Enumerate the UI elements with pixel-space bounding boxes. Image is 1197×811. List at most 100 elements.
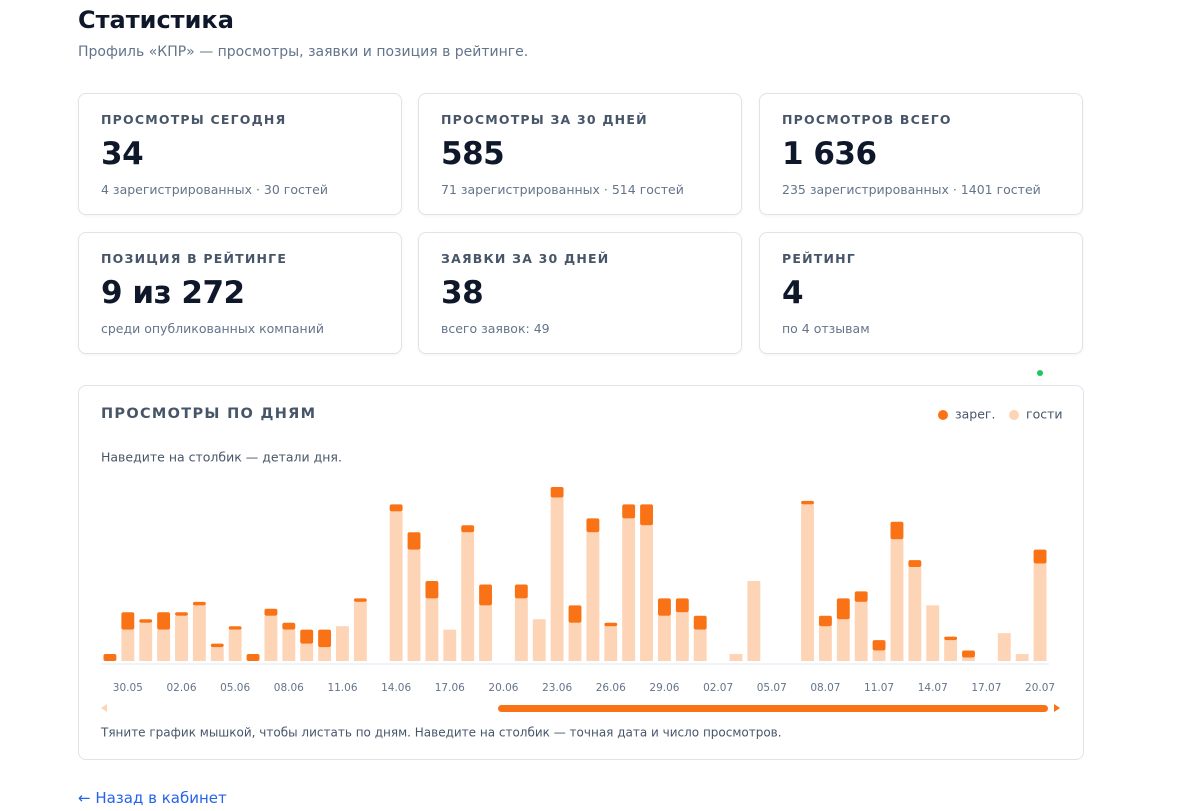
- card-value: 9 из 272: [101, 275, 245, 311]
- bar-segment: [336, 626, 349, 661]
- bar-segment: [407, 532, 421, 550]
- legend-label: гости: [1026, 407, 1063, 422]
- back-link[interactable]: ← Назад в кабинет: [78, 789, 227, 807]
- card-value: 585: [441, 136, 505, 172]
- stat-card: ПОЗИЦИЯ В РЕЙТИНГЕ 9 из 272 среди опублико…: [78, 232, 402, 354]
- bar-segment: [121, 612, 135, 630]
- bar-segment: [264, 615, 278, 661]
- bar-segment: [926, 605, 940, 661]
- bar-segment: [908, 567, 922, 661]
- bar-segment: [640, 525, 653, 661]
- card-label: ПРОСМОТРЫ ЗА 30 ДНЕЙ: [441, 112, 648, 127]
- x-tick-label: 20.07: [1025, 682, 1055, 694]
- bar-segment: [550, 497, 564, 661]
- card-label: ПОЗИЦИЯ В РЕЙТИНГЕ: [101, 251, 288, 266]
- bar-segment: [801, 504, 814, 661]
- bar-segment: [818, 615, 832, 627]
- stat-card: РЕЙТИНГ 4 по 4 отзывам: [759, 232, 1083, 354]
- bar-segment: [1033, 563, 1047, 661]
- bar-segment: [854, 591, 868, 602]
- bar-segment: [729, 654, 743, 661]
- bar-segment: [836, 598, 850, 620]
- stat-card: ПРОСМОТРОВ ВСЕГО 1 636 235 зарегистрирован…: [759, 93, 1083, 215]
- bar-segment: [747, 580, 761, 661]
- bar-segment: [228, 629, 242, 661]
- card-value: 1 636: [782, 136, 877, 172]
- card-value: 4: [782, 275, 804, 311]
- bar-segment: [908, 560, 922, 568]
- bar-segment: [675, 598, 689, 613]
- bar-segment: [157, 612, 171, 630]
- x-tick-label: 30.05: [113, 682, 143, 694]
- bar-segment: [479, 605, 493, 661]
- bar-segment: [282, 622, 296, 630]
- x-tick-label: 08.07: [810, 682, 840, 694]
- bar-segment: [622, 504, 636, 519]
- x-tick-label: 23.06: [542, 682, 572, 694]
- bar-segment: [550, 487, 564, 498]
- bar-segment: [568, 605, 582, 623]
- bar-segment: [246, 654, 260, 661]
- bar-segment: [425, 598, 439, 661]
- bar-segment: [139, 619, 153, 623]
- x-tick-label: 11.07: [864, 682, 894, 694]
- bar-segment: [282, 629, 296, 661]
- chart-title: ПРОСМОТРЫ ПО ДНЯМ: [101, 406, 316, 422]
- legend-swatch: [1009, 410, 1019, 420]
- bar-segment: [890, 521, 904, 540]
- bar-segment: [836, 619, 850, 661]
- bar-segment: [300, 629, 314, 644]
- x-tick-label: 05.06: [220, 682, 250, 694]
- bar-segment: [962, 657, 975, 661]
- card-sub: 4 зарегистрированных · 30 гостей: [101, 182, 328, 197]
- bar-segment: [175, 615, 188, 661]
- bar-segment: [461, 525, 475, 533]
- bar-segment: [443, 629, 457, 661]
- bar-segment: [318, 629, 332, 648]
- status-dot: [1037, 370, 1043, 376]
- bar-segment: [157, 629, 171, 661]
- bar-segment: [318, 647, 332, 661]
- x-tick-label: 14.06: [381, 682, 411, 694]
- bar-segment: [425, 580, 439, 599]
- bar-segment: [872, 650, 886, 661]
- bar-segment: [675, 612, 689, 661]
- card-sub: 71 зарегистрированных · 514 гостей: [441, 182, 684, 197]
- bar-segment: [210, 647, 224, 661]
- bar-segment: [1033, 549, 1047, 564]
- bar-segment: [514, 598, 528, 661]
- card-value: 38: [441, 275, 484, 311]
- stat-card: ПРОСМОТРЫ ЗА 30 ДНЕЙ 585 71 зарегистрирова…: [418, 93, 742, 215]
- legend-swatch: [938, 410, 948, 420]
- bar-segment: [962, 650, 975, 658]
- x-tick-label: 17.06: [435, 682, 465, 694]
- card-label: РЕЙТИНГ: [782, 251, 856, 266]
- x-tick-label: 11.06: [327, 682, 357, 694]
- bar-segment: [479, 584, 493, 606]
- bar-segment: [353, 601, 367, 661]
- bar-segment: [228, 626, 242, 630]
- x-tick-label: 14.07: [918, 682, 948, 694]
- bar-segment: [944, 640, 958, 661]
- bar-segment: [693, 615, 707, 630]
- bar-segment: [103, 654, 117, 661]
- x-tick-label: 05.07: [757, 682, 787, 694]
- bar-segment: [944, 636, 958, 641]
- scrollbar[interactable]: [498, 705, 1048, 712]
- bar-segment: [1015, 654, 1029, 661]
- bar-segment: [872, 640, 886, 651]
- scroll-right[interactable]: [1054, 704, 1060, 712]
- chart-hint: Наведите на столбик — детали дня.: [101, 450, 342, 465]
- scroll-left[interactable]: [101, 704, 107, 712]
- bar-segment: [801, 500, 814, 505]
- x-tick-label: 17.07: [971, 682, 1001, 694]
- chart: ПРОСМОТРЫ ПО ДНЯМ Наведите на столбик — …: [100, 406, 1063, 740]
- stat-card: ПРОСМОТРЫ СЕГОДНЯ 34 4 зарегистрированных …: [78, 93, 402, 215]
- bar-segment: [657, 598, 671, 616]
- bar-segment: [532, 619, 546, 661]
- chart-footnote: Тяните график мышкой, чтобы листать по д…: [100, 726, 782, 740]
- x-tick-label: 29.06: [649, 682, 679, 694]
- card-label: ЗАЯВКИ ЗА 30 ДНЕЙ: [441, 251, 610, 266]
- bar-segment: [389, 511, 403, 661]
